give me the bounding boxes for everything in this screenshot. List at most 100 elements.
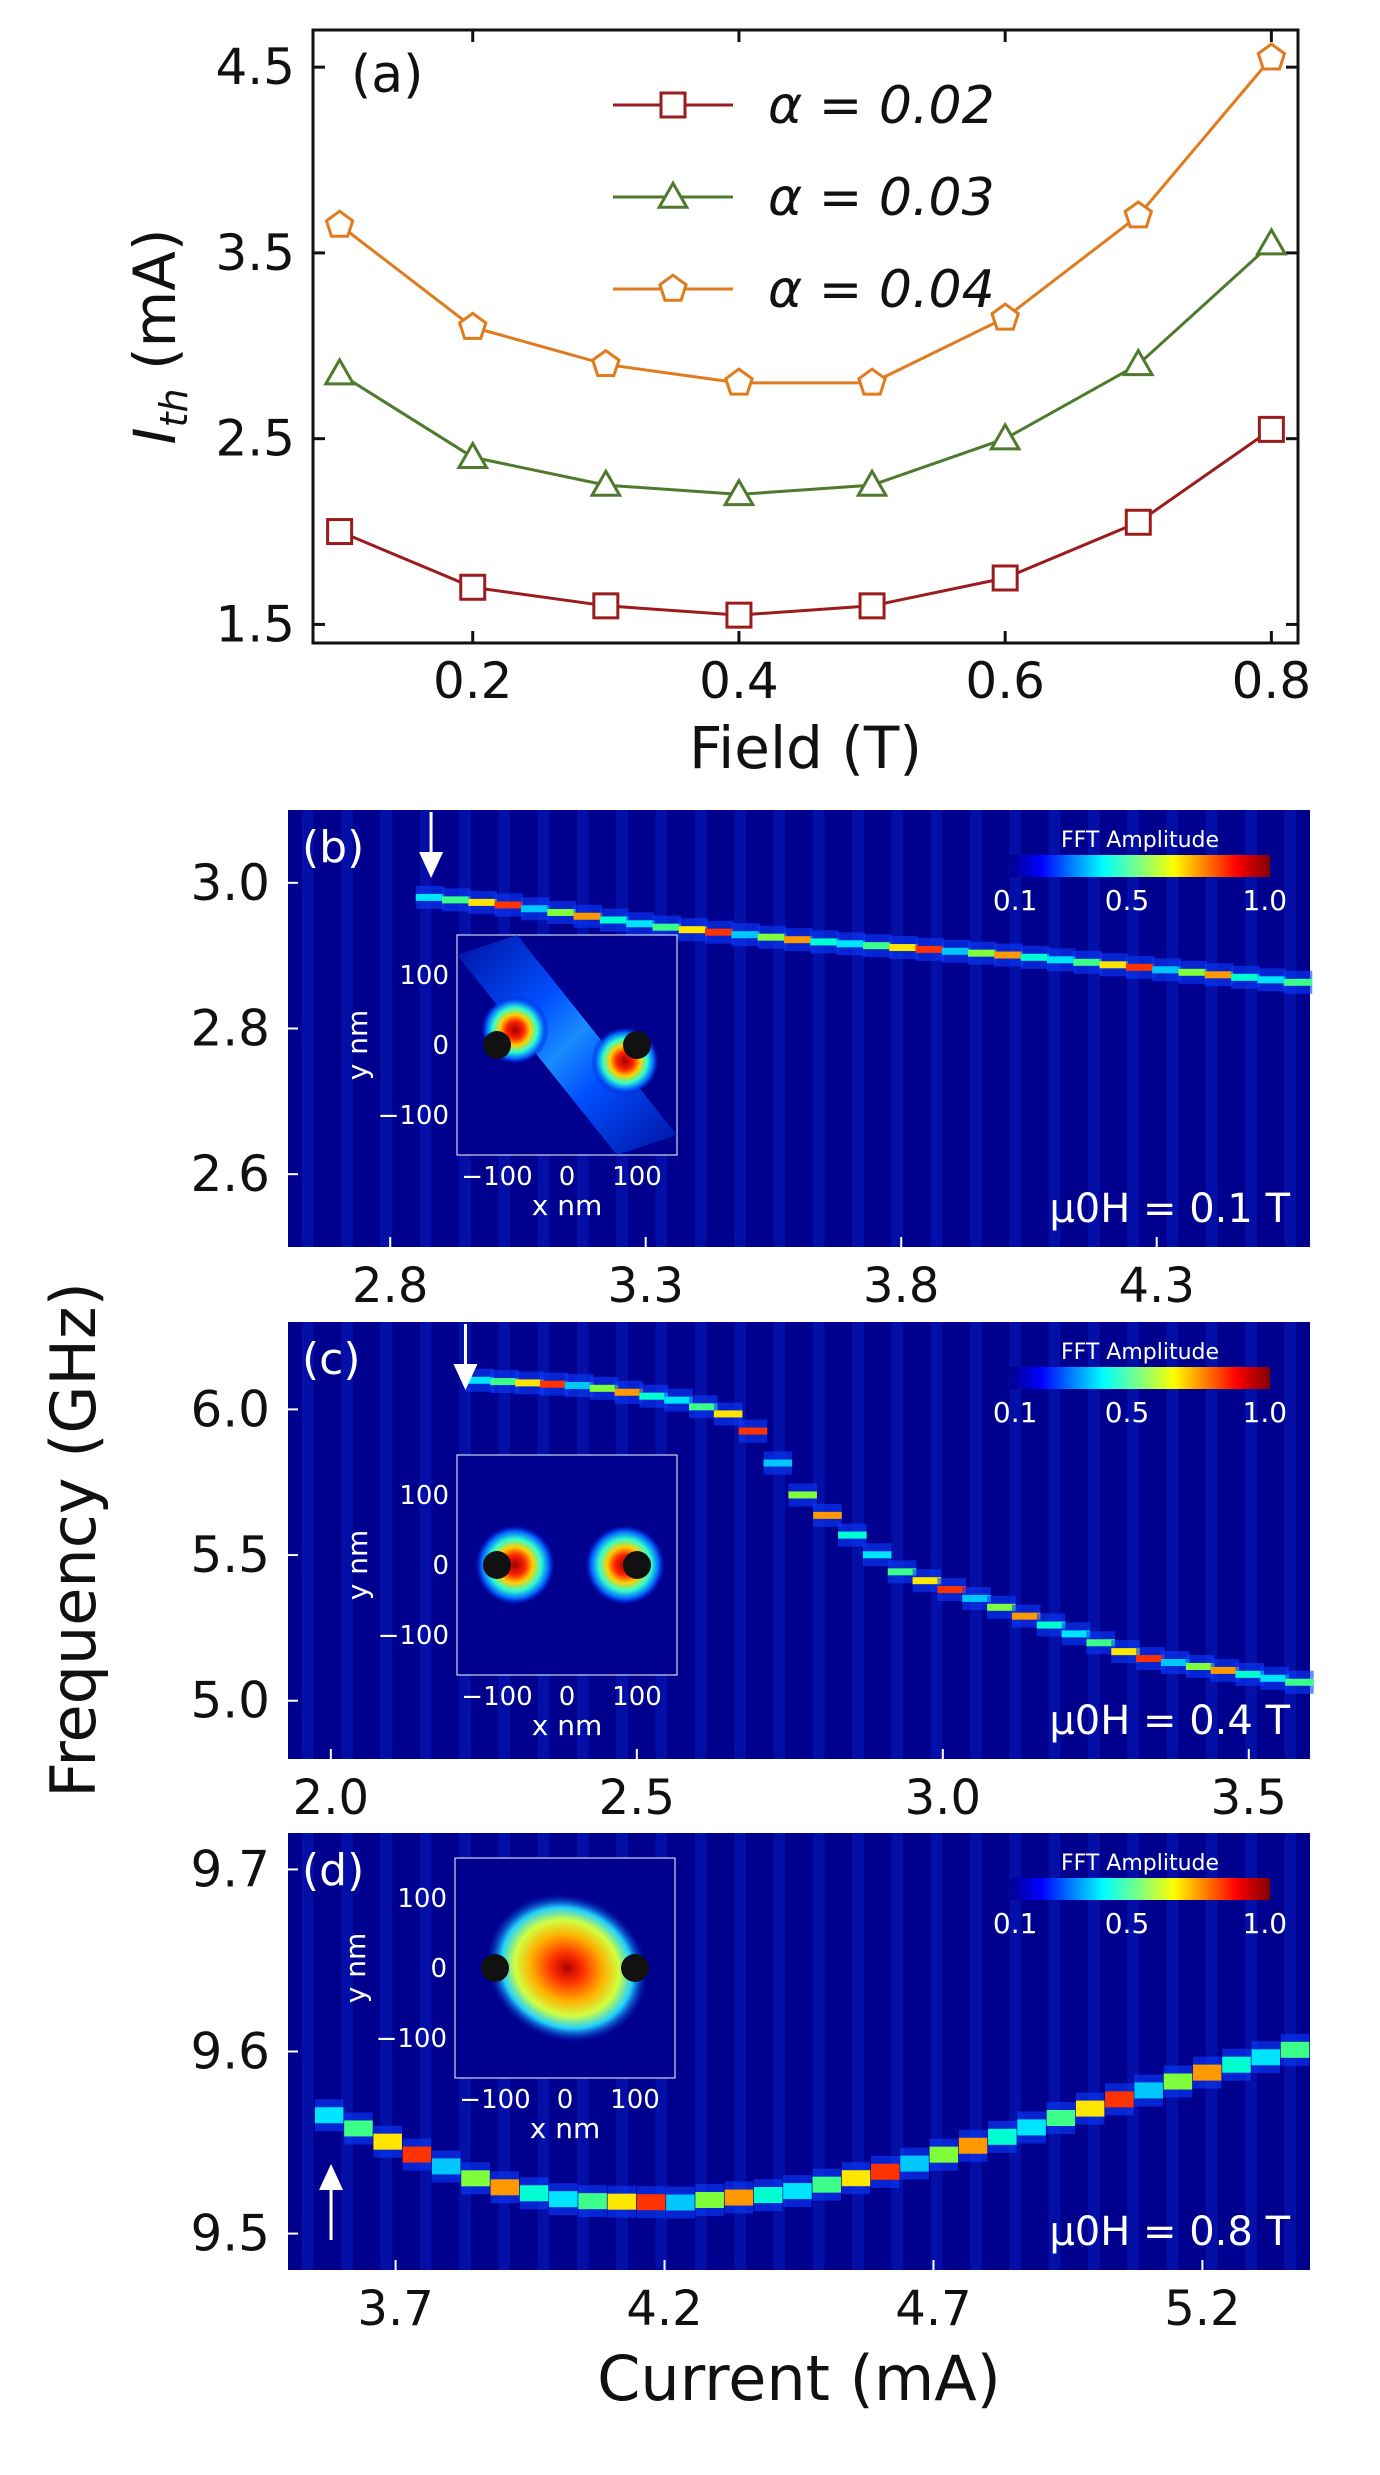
ridge-segment (607, 2193, 637, 2210)
ridge-segment (941, 947, 971, 955)
ridge-segment (415, 893, 445, 901)
spectrum-column (380, 1322, 393, 1759)
y-tick-label: 2.6 (190, 1145, 270, 1203)
ridge-segment (547, 909, 576, 917)
spectrum-column (812, 810, 825, 1247)
ridge-segment (836, 940, 866, 948)
y-tick-label: 4.5 (215, 38, 295, 96)
ridge-segment (1086, 1639, 1116, 1647)
colorbar-tick-label: 0.1 (993, 1907, 1038, 1940)
y-tick-label: 5.5 (190, 1526, 270, 1584)
inset-y-tick: 100 (399, 961, 449, 991)
inset-y-tick: 0 (430, 1954, 447, 1984)
threshold-arrow-head (453, 1364, 478, 1390)
data-point (725, 601, 753, 629)
spectrum-column (1048, 810, 1061, 1247)
inset-field (457, 935, 677, 1155)
x-tick-label: 3.7 (357, 2281, 433, 2337)
spectrum-column (380, 810, 393, 1247)
ridge-segment (738, 1427, 768, 1435)
shared-y-axis-label: Frequency (GHz) (37, 1282, 110, 1798)
spectrum-column (301, 1833, 314, 2270)
spectrum-column (773, 1322, 786, 1759)
data-point (722, 477, 756, 507)
ridge-segment (1235, 1670, 1265, 1678)
spectrum-column (891, 1322, 904, 1759)
ridge-segment (915, 945, 945, 953)
spectrum-column (773, 810, 786, 1247)
x-tick-label: 0.6 (965, 652, 1045, 710)
data-point (589, 468, 623, 497)
ridge-segment (1020, 953, 1050, 961)
data-point (1121, 347, 1155, 377)
ridge-segment (1152, 966, 1181, 974)
panel-label: (b) (302, 822, 364, 873)
data-point (1124, 508, 1152, 536)
field-label: μ0H = 0.1 T (1049, 1186, 1290, 1232)
ridge-segment (490, 2179, 520, 2196)
data-point (1256, 42, 1287, 71)
ridge-segment (1075, 2100, 1105, 2117)
spectrum-column (734, 810, 746, 1247)
spectrum-column (1087, 810, 1100, 1247)
ridge-segment (1111, 1648, 1140, 1656)
spectrum-column (694, 810, 707, 1247)
ridge-segment (900, 2155, 929, 2172)
ridge-segment (1105, 2091, 1134, 2108)
legend-marker (659, 91, 687, 119)
ridge-segment (1099, 961, 1129, 969)
inset-x-tick: 0 (557, 2085, 574, 2115)
contact-left (481, 1954, 509, 1982)
spectrum-column (852, 1833, 864, 2270)
ridge-segment (988, 2128, 1017, 2145)
spectrum-column (1205, 810, 1218, 1247)
colorbar (1010, 1878, 1270, 1900)
spectrum-column (1127, 1833, 1140, 2270)
spectrum-column (969, 1322, 982, 1759)
ridge-segment (402, 2146, 432, 2163)
ridge-segment (666, 2194, 695, 2211)
legend-label: α = 0.04 (768, 260, 995, 320)
ridge-segment (962, 1594, 991, 1602)
inset-x-tick: 0 (559, 1682, 576, 1712)
spectrum-column (1048, 1833, 1061, 2270)
ridge-segment (968, 949, 997, 957)
ridge-segment (731, 931, 760, 939)
ridge-segment (1257, 976, 1286, 984)
ridge-segment (1046, 956, 1076, 964)
spectrum-column (1284, 810, 1297, 1247)
ridge-segment (1125, 963, 1155, 971)
y-tick-label: 9.7 (190, 1840, 270, 1898)
spectrum-column (734, 1322, 746, 1759)
series-line (338, 242, 1273, 496)
data-point (592, 592, 620, 620)
inset-y-tick: −100 (378, 1101, 449, 1131)
spectrum-column (1048, 1322, 1061, 1759)
inset-x-tick: 0 (559, 1162, 576, 1192)
ridge-segment (578, 2193, 607, 2210)
ridge-segment (813, 1511, 842, 1519)
ridge-segment (1017, 2119, 1046, 2136)
spectrum-column (930, 1322, 943, 1759)
colorbar-tick-label: 1.0 (1243, 884, 1288, 917)
ridge-segment (705, 928, 734, 936)
ridge-segment (490, 1378, 519, 1386)
threshold-arrow-head (419, 852, 444, 878)
ridge-segment (465, 1376, 495, 1384)
ridge-segment (599, 916, 629, 924)
ridge-segment (442, 896, 471, 904)
colorbar-title: FFT Amplitude (1061, 1851, 1219, 1876)
threshold-arrow-head (319, 2164, 344, 2190)
x-tick-label: 0.8 (1232, 652, 1312, 710)
inset-y-tick: −100 (376, 2024, 447, 2054)
ridge-segment (652, 923, 682, 931)
spectrum-column (1284, 1322, 1297, 1759)
spectrum-column (419, 1833, 432, 2270)
panel-b: 2.8 3.3 3.8 4.3 2.6 2.8 3.0 (b) μ0H = 0.1 T FFT A… (190, 810, 1313, 1314)
panel-c: 2.0 2.5 3.0 3.5 5.0 5.5 6.0 (c) μ0H = 0.4 T FFT A… (190, 1322, 1314, 1826)
ridge-segment (614, 1388, 644, 1396)
series-line (338, 56, 1273, 385)
ridge-segment (994, 951, 1023, 959)
